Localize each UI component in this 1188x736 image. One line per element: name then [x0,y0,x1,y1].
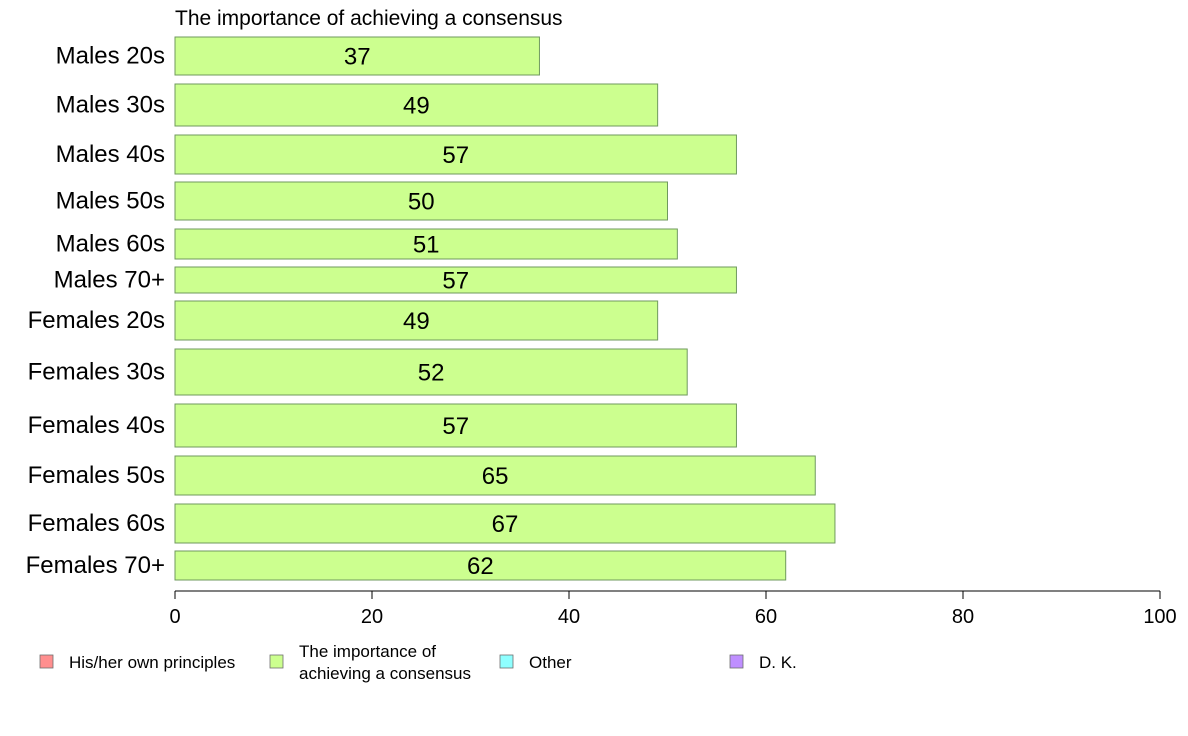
bar-value-label: 37 [344,44,371,71]
x-axis: 0 20 40 60 80 100 [169,590,1177,628]
category-label: Females 50s [28,462,165,489]
legend-swatch [269,654,284,669]
bar-value-label: 62 [467,553,494,580]
x-tick-label: 80 [952,606,974,628]
bars-group: Males 20s 37 Males 30s 49 Males 40s 57 Males 5… [26,36,836,581]
legend-swatch [729,654,744,669]
legend-swatch [39,654,54,669]
x-tick-label: 100 [1143,606,1176,628]
x-tick-label: 20 [361,606,383,628]
category-label: Males 20s [56,43,165,70]
category-label: Females 40s [28,412,165,439]
category-label: Males 60s [56,231,165,258]
bar-value-label: 67 [492,511,519,538]
category-label: Males 70+ [54,267,165,294]
bar-value-label: 57 [442,268,469,295]
bar [174,455,816,496]
category-label: Females 20s [28,307,165,334]
legend-label: The importance of [299,642,436,661]
bar [174,181,668,221]
bar [174,300,659,341]
bar-value-label: 57 [442,413,469,440]
category-label: Females 60s [28,510,165,537]
legend-label: His/her own principles [69,653,235,672]
legend-label: achieving a consensus [299,664,471,683]
legend-label: Other [529,653,572,672]
category-label: Males 30s [56,92,165,119]
bar-value-label: 52 [418,360,445,387]
bar [174,348,688,396]
bar-value-label: 50 [408,189,435,216]
bar-value-label: 49 [403,93,430,120]
bar [174,503,836,544]
bar-value-label: 49 [403,308,430,335]
x-tick-label: 40 [558,606,580,628]
bar-value-label: 57 [442,142,469,169]
category-label: Females 70+ [26,552,165,579]
bar [174,36,540,76]
bar-value-label: 65 [482,463,509,490]
bar [174,228,678,260]
legend: His/her own principles The importance of a… [39,642,797,683]
category-label: Males 50s [56,188,165,215]
x-tick-label: 60 [755,606,777,628]
bar-value-label: 51 [413,232,440,259]
bar [174,83,659,127]
category-label: Males 40s [56,141,165,168]
chart-title: The importance of achieving a consensus [175,7,563,30]
bar [174,266,737,294]
x-tick-label: 0 [169,606,180,628]
bar [174,134,737,175]
bar [174,550,787,581]
legend-swatch [499,654,514,669]
bar [174,403,737,448]
category-label: Females 30s [28,359,165,386]
legend-label: D. K. [759,653,797,672]
